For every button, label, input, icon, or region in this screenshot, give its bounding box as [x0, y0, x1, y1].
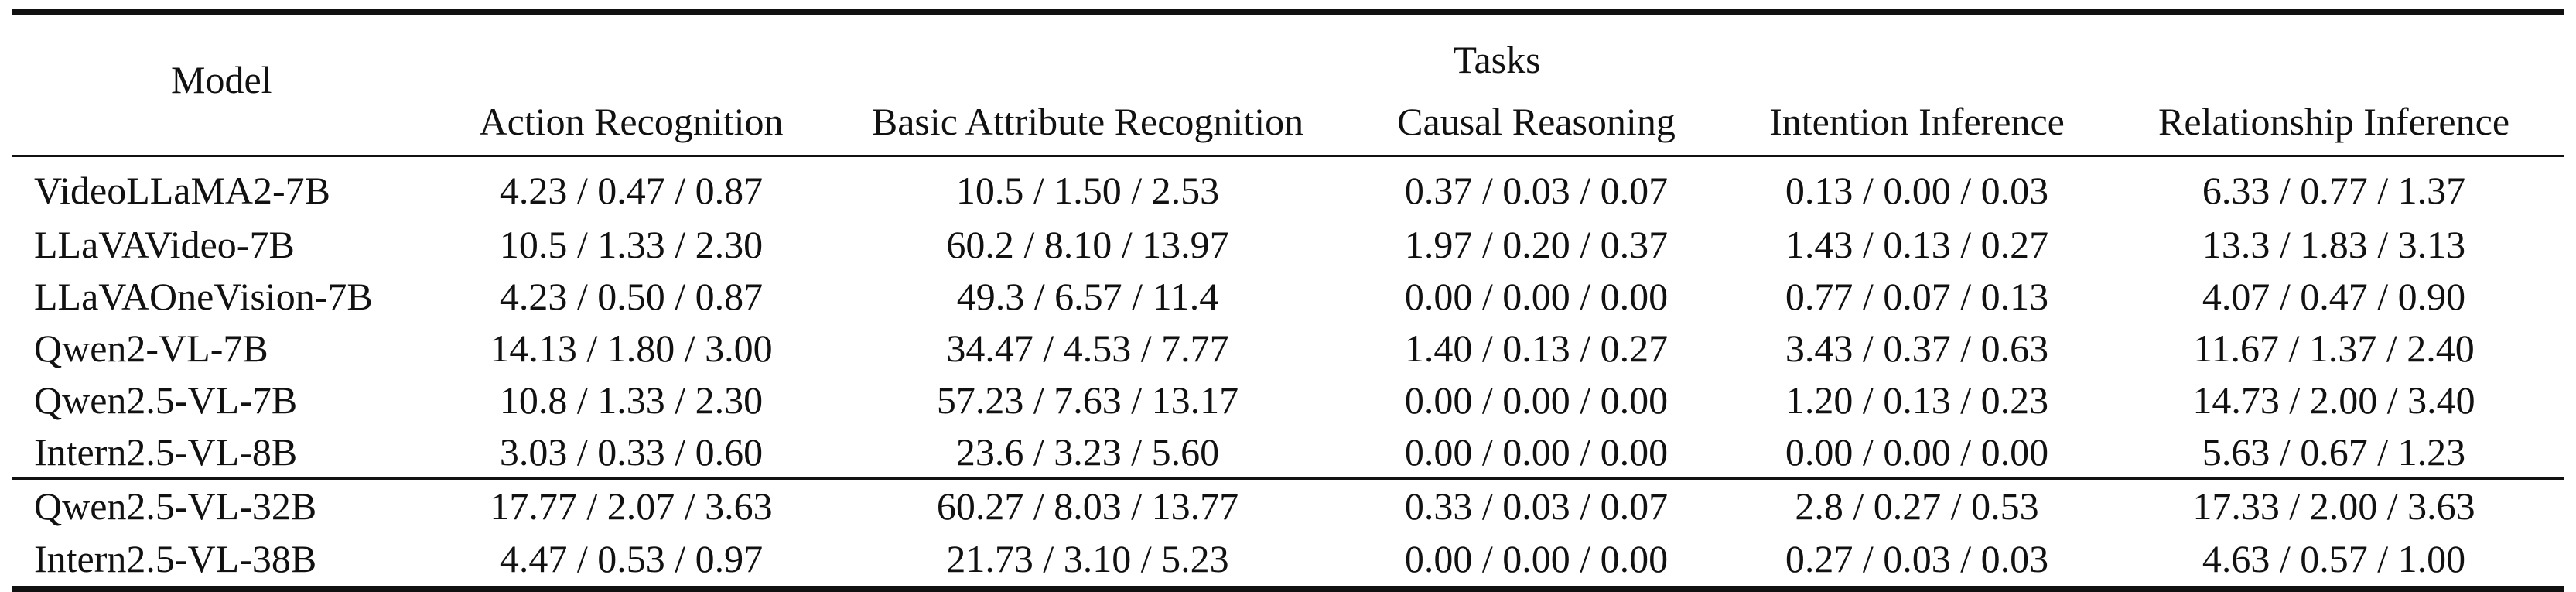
score-cell: 0.00 / 0.00 / 0.00	[1730, 426, 2104, 480]
score-cell: 6.33 / 0.77 / 1.37	[2202, 168, 2466, 212]
score-cell: 49.3 / 6.57 / 11.4	[956, 274, 1219, 318]
column-header-basic-attribute-recognition: Basic Attribute Recognition	[832, 91, 1343, 157]
model-name-cell: Intern2.5-VL-8B	[12, 426, 430, 480]
score-cell: 4.47 / 0.53 / 0.97	[430, 532, 832, 592]
score-cell: 14.13 / 1.80 / 3.00	[490, 326, 773, 370]
score-cell: 34.47 / 4.53 / 7.77	[946, 326, 1229, 370]
column-header-intention-inference: Intention Inference	[1730, 91, 2104, 157]
score-cell: 4.23 / 0.47 / 0.87	[499, 168, 764, 212]
score-cell: 0.37 / 0.03 / 0.07	[1404, 168, 1669, 212]
model-name-cell: LLaVAVideo-7B	[34, 222, 295, 266]
score-cell: 4.07 / 0.47 / 0.90	[2202, 274, 2466, 318]
score-cell: 1.43 / 0.13 / 0.27	[1785, 222, 2049, 266]
model-name-cell: VideoLLaMA2-7B	[34, 168, 331, 212]
score-cell: 17.33 / 2.00 / 3.63	[2192, 484, 2475, 528]
column-header-causal-reasoning: Causal Reasoning	[1343, 91, 1730, 157]
score-cell: 1.97 / 0.20 / 0.37	[1404, 222, 1669, 266]
score-cell: 21.73 / 3.10 / 5.23	[832, 532, 1343, 592]
model-name-cell: Intern2.5-VL-38B	[12, 532, 430, 592]
score-cell: 10.8 / 1.33 / 2.30	[499, 378, 764, 422]
score-cell: 10.5 / 1.50 / 2.53	[955, 168, 1220, 212]
score-cell: 3.43 / 0.37 / 0.63	[1785, 326, 2049, 370]
results-table-container: Model Tasks Action Recognition Basic Att…	[12, 9, 2564, 592]
model-name-cell: LLaVAOneVision-7B	[34, 274, 373, 318]
score-cell: 23.6 / 3.23 / 5.60	[832, 426, 1343, 480]
score-cell: 0.00 / 0.00 / 0.00	[1343, 426, 1730, 480]
tasks-group-header: Tasks	[430, 9, 2564, 91]
table-body: VideoLLaMA2-7B 4.23 / 0.47 / 0.87 10.5 /…	[12, 156, 2564, 592]
model-name-cell: Qwen2.5-VL-32B	[34, 484, 317, 528]
score-cell: 13.3 / 1.83 / 3.13	[2202, 222, 2466, 266]
score-cell: 5.63 / 0.67 / 1.23	[2104, 426, 2564, 480]
column-header-relationship-inference: Relationship Inference	[2104, 91, 2564, 157]
score-cell: 11.67 / 1.37 / 2.40	[2193, 326, 2475, 370]
score-cell: 3.03 / 0.33 / 0.60	[430, 426, 832, 480]
score-cell: 1.40 / 0.13 / 0.27	[1404, 326, 1669, 370]
score-cell: 60.2 / 8.10 / 13.97	[946, 222, 1229, 266]
score-cell: 2.8 / 0.27 / 0.53	[1795, 484, 2039, 528]
table-row: LLaVAVideo-7B 10.5 / 1.33 / 2.30 60.2 / …	[12, 218, 2564, 270]
table-row: Qwen2-VL-7B 14.13 / 1.80 / 3.00 34.47 / …	[12, 322, 2564, 374]
table-row: VideoLLaMA2-7B 4.23 / 0.47 / 0.87 10.5 /…	[12, 156, 2564, 219]
table-row: LLaVAOneVision-7B 4.23 / 0.50 / 0.87 49.…	[12, 270, 2564, 322]
score-cell: 60.27 / 8.03 / 13.77	[936, 484, 1239, 528]
score-cell: 14.73 / 2.00 / 3.40	[2192, 378, 2475, 422]
table-row: Intern2.5-VL-38B 4.47 / 0.53 / 0.97 21.7…	[12, 532, 2564, 592]
score-cell: 4.63 / 0.57 / 1.00	[2104, 532, 2564, 592]
score-cell: 4.23 / 0.50 / 0.87	[499, 274, 764, 318]
table-row: Qwen2.5-VL-7B 10.8 / 1.33 / 2.30 57.23 /…	[12, 374, 2564, 426]
score-cell: 0.33 / 0.03 / 0.07	[1404, 484, 1669, 528]
score-cell: 0.00 / 0.00 / 0.00	[1343, 532, 1730, 592]
column-header-action-recognition: Action Recognition	[430, 91, 832, 157]
table-row: Qwen2.5-VL-32B 17.77 / 2.07 / 3.63 60.27…	[12, 479, 2564, 532]
score-cell: 0.13 / 0.00 / 0.03	[1785, 168, 2049, 212]
table-header: Model Tasks Action Recognition Basic Att…	[12, 9, 2564, 157]
score-cell: 17.77 / 2.07 / 3.63	[490, 484, 773, 528]
model-column-header: Model	[12, 9, 430, 157]
results-table: Model Tasks Action Recognition Basic Att…	[12, 9, 2564, 592]
score-cell: 0.77 / 0.07 / 0.13	[1785, 274, 2049, 318]
score-cell: 0.27 / 0.03 / 0.03	[1730, 532, 2104, 592]
table-row: Intern2.5-VL-8B 3.03 / 0.33 / 0.60 23.6 …	[12, 426, 2564, 480]
score-cell: 1.20 / 0.13 / 0.23	[1785, 378, 2049, 422]
model-name-cell: Qwen2.5-VL-7B	[34, 378, 298, 422]
score-cell: 10.5 / 1.33 / 2.30	[499, 222, 764, 266]
score-cell: 0.00 / 0.00 / 0.00	[1404, 274, 1669, 318]
score-cell: 57.23 / 7.63 / 13.17	[936, 378, 1239, 422]
model-name-cell: Qwen2-VL-7B	[34, 326, 268, 370]
score-cell: 0.00 / 0.00 / 0.00	[1404, 378, 1669, 422]
